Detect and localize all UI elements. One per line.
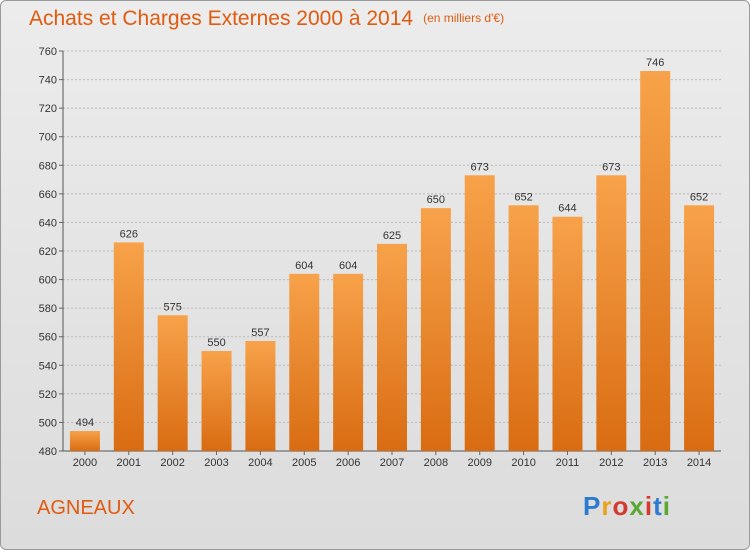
y-tick-label: 560 bbox=[39, 332, 57, 344]
y-tick-label: 720 bbox=[39, 103, 57, 115]
data-label-2010: 652 bbox=[514, 191, 532, 203]
logo-letter: x bbox=[629, 491, 645, 521]
x-tick-label: 2013 bbox=[643, 457, 667, 469]
data-label-2013: 746 bbox=[646, 57, 664, 69]
proxiti-logo: Proxiti bbox=[583, 491, 671, 522]
bar-2003 bbox=[201, 351, 232, 451]
bar-2008 bbox=[420, 208, 451, 451]
x-tick-label: 2003 bbox=[204, 457, 228, 469]
y-tick-label: 600 bbox=[39, 275, 57, 287]
x-tick-label: 2011 bbox=[556, 457, 580, 469]
bar-2011 bbox=[552, 216, 583, 451]
x-tick-label: 2005 bbox=[292, 457, 316, 469]
chart-title: Achats et Charges Externes 2000 à 2014 (e… bbox=[29, 7, 504, 31]
bar-2012 bbox=[596, 175, 627, 452]
data-label-2001: 626 bbox=[120, 228, 138, 240]
x-tick-label: 2007 bbox=[380, 457, 404, 469]
bar-2004 bbox=[245, 341, 276, 451]
y-tick-label: 700 bbox=[39, 132, 57, 144]
logo-letter: P bbox=[583, 491, 602, 521]
y-tick-label: 520 bbox=[39, 389, 57, 401]
chart-subtitle: (en milliers d'€) bbox=[423, 11, 505, 25]
y-tick-label: 680 bbox=[39, 160, 57, 172]
y-tick-label: 660 bbox=[39, 189, 57, 201]
data-label-2004: 557 bbox=[251, 327, 269, 339]
y-tick-label: 640 bbox=[39, 217, 57, 229]
x-tick-label: 2009 bbox=[467, 457, 491, 469]
data-label-2007: 625 bbox=[383, 230, 401, 242]
x-tick-label: 2014 bbox=[687, 457, 711, 469]
data-label-2003: 550 bbox=[207, 337, 225, 349]
logo-letter: t bbox=[653, 491, 663, 521]
bar-2002 bbox=[157, 315, 188, 451]
logo-letter: i bbox=[662, 491, 671, 521]
y-tick-label: 540 bbox=[39, 360, 57, 372]
y-tick-label: 760 bbox=[39, 46, 57, 58]
data-label-2000: 494 bbox=[76, 417, 94, 429]
bar-2009 bbox=[464, 175, 495, 452]
bar-2001 bbox=[113, 242, 144, 451]
bar-2014 bbox=[684, 205, 715, 451]
x-tick-label: 2000 bbox=[73, 457, 97, 469]
data-label-2002: 575 bbox=[163, 301, 181, 313]
bar-2006 bbox=[333, 273, 364, 451]
data-label-2011: 644 bbox=[558, 203, 576, 215]
logo-letter: i bbox=[644, 491, 654, 521]
y-tick-label: 740 bbox=[39, 75, 57, 87]
data-label-2009: 673 bbox=[471, 161, 489, 173]
chart-title-text: Achats et Charges Externes 2000 à 2014 bbox=[29, 7, 414, 30]
bars bbox=[69, 71, 715, 452]
x-tick-label: 2012 bbox=[599, 457, 623, 469]
bar-2010 bbox=[508, 205, 539, 451]
y-tick-label: 480 bbox=[39, 446, 57, 458]
x-tick-label: 2001 bbox=[117, 457, 141, 469]
x-tick-label: 2010 bbox=[511, 457, 535, 469]
data-label-2014: 652 bbox=[690, 191, 708, 203]
x-tick-label: 2002 bbox=[160, 457, 184, 469]
bar-2013 bbox=[640, 71, 671, 451]
y-tick-label: 580 bbox=[39, 303, 57, 315]
bar-2007 bbox=[377, 243, 407, 451]
x-tick-label: 2006 bbox=[336, 457, 360, 469]
data-label-2006: 604 bbox=[339, 260, 357, 272]
data-label-2008: 650 bbox=[427, 194, 445, 206]
y-tick-label: 620 bbox=[39, 246, 57, 258]
logo-letter: r bbox=[601, 491, 613, 521]
commune-name: AGNEAUX bbox=[37, 497, 135, 519]
data-label-2012: 673 bbox=[602, 161, 620, 173]
bar-2000 bbox=[69, 431, 100, 451]
x-tick-label: 2008 bbox=[424, 457, 448, 469]
logo-letter: o bbox=[612, 491, 630, 521]
labels: 2000 494 2001 626 2002 575 2003 550 2004 557 2005 6… bbox=[73, 57, 712, 469]
x-tick-label: 2004 bbox=[248, 457, 272, 469]
y-tick-label: 500 bbox=[39, 417, 57, 429]
bar-2005 bbox=[289, 273, 320, 451]
data-label-2005: 604 bbox=[295, 260, 313, 272]
